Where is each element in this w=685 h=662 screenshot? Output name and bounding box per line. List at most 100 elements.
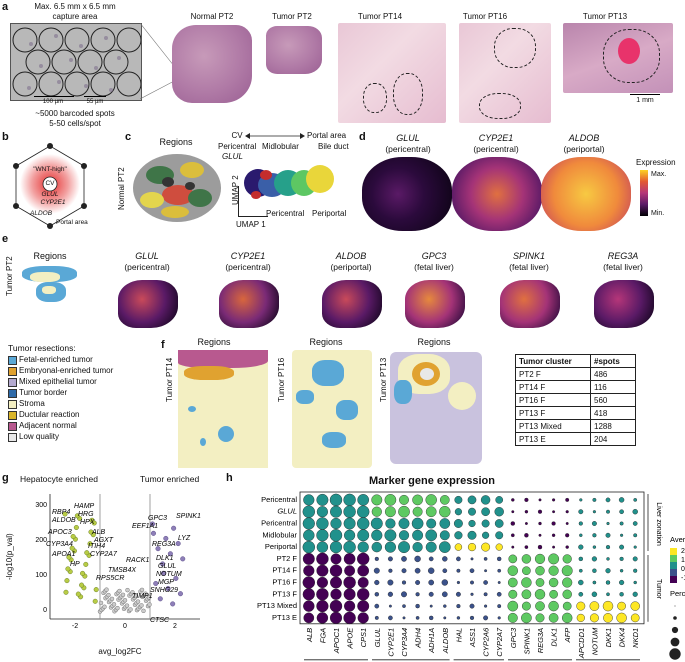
scale-100-label: 100 µm	[42, 99, 64, 105]
dotplot-dot	[495, 496, 504, 504]
dotplot-title: Marker gene expression	[369, 475, 495, 487]
volcano-gene-label: LYZ	[178, 535, 191, 542]
dotplot-dot	[302, 552, 315, 565]
dotplot-row-label: Pericentral	[261, 519, 297, 528]
dotplot-dot	[589, 601, 600, 611]
dotplot-dot	[414, 567, 421, 574]
volcano-point	[128, 607, 133, 612]
dotplot-dot	[524, 522, 528, 525]
dotplot-dot	[468, 519, 476, 528]
volcano-gene-label: HAMP	[74, 503, 95, 510]
dotplot-dot	[591, 556, 597, 562]
dotplot-dot	[619, 579, 625, 586]
dotplot-dot	[565, 497, 570, 502]
volcano-point	[130, 590, 135, 595]
dotplot-dot	[507, 612, 518, 623]
e-expression-map	[405, 280, 465, 328]
volcano-point	[135, 599, 141, 604]
e-gene-1: GLUL	[135, 251, 159, 261]
legend-label: Fetal-enriched tumor	[19, 355, 93, 364]
volcano-point-tumor	[167, 551, 173, 557]
legend-title: Tumor resections:	[8, 343, 76, 353]
table-cell: PT16 F	[515, 393, 591, 407]
dotplot-dot	[384, 541, 396, 553]
table-cell: 418	[590, 406, 636, 420]
cv-axis-label: CV	[231, 131, 243, 140]
dotplot-dot	[481, 507, 490, 517]
volcano-point	[111, 602, 117, 607]
dotplot-dot	[524, 497, 529, 502]
volcano-point	[125, 587, 130, 593]
dotplot-dot	[316, 529, 329, 542]
umap2-label: UMAP 2	[231, 175, 240, 205]
dotplot-dot	[495, 531, 504, 540]
volcano-ylabel: -log10(p_val)	[5, 533, 14, 580]
tumor-enriched-title: Tumor enriched	[140, 474, 200, 484]
dotplot-dot	[302, 505, 316, 518]
table-row: PT2 F 486	[515, 367, 636, 381]
regions-title: Regions	[159, 137, 193, 147]
dotplot-dot	[374, 579, 380, 586]
dotplot-dot	[373, 567, 380, 574]
dotplot-dot	[456, 580, 460, 585]
dotplot-dot	[497, 568, 502, 573]
dotplot-dot	[388, 604, 392, 608]
panel-g-label: g	[2, 472, 9, 484]
dotplot-dot	[428, 556, 434, 562]
dotplot-dot	[552, 498, 556, 502]
dotplot-dot	[402, 616, 406, 620]
d-zone-2: (pericentral)	[473, 144, 519, 154]
dotplot-dot	[511, 498, 515, 502]
dotplot-dot	[316, 517, 329, 530]
avg-tick: 2	[681, 548, 685, 555]
dotplot-dot	[605, 568, 611, 574]
fetal-region	[200, 438, 206, 446]
legend-swatch	[8, 400, 17, 409]
dotplot-dot	[538, 498, 542, 502]
dotplot-dot	[316, 588, 329, 601]
dotplot-dot	[302, 517, 315, 530]
e-gene-2: CYP2E1	[230, 251, 266, 261]
cv-label: CV	[45, 180, 55, 187]
dotplot-dot	[510, 521, 515, 526]
fetal-region	[336, 400, 358, 420]
dotplot-dot	[632, 556, 638, 562]
volcano-point-tumor	[155, 546, 161, 552]
dotplot-col-label: NOTUM	[590, 627, 599, 655]
dotplot-dot	[343, 540, 356, 554]
dotplot-dot	[620, 533, 624, 537]
volcano-point	[139, 603, 144, 608]
dotplot-dot	[511, 545, 515, 549]
dotplot-dot	[429, 604, 433, 608]
table-header-row: Tumor cluster #spots	[515, 354, 636, 368]
avg-colorbar-segment	[670, 562, 677, 569]
dotplot-dot	[330, 505, 342, 518]
dotplot-dot	[469, 603, 475, 609]
percent-size-dot	[669, 648, 681, 660]
dotplot-col-label: AFP	[563, 628, 572, 644]
dotplot-col-label: SPINK1	[522, 628, 531, 655]
dotplot-dot	[316, 552, 329, 566]
dotplot-dot	[399, 494, 409, 505]
fetal-region	[394, 380, 412, 404]
side-label-zonation: Liver zonation	[655, 502, 662, 546]
dotplot-dot	[522, 566, 531, 576]
dotplot-col-label: FGA	[318, 628, 327, 643]
dotplot-dot	[524, 545, 529, 549]
tissue-normal-pt2	[172, 25, 252, 103]
d-gene-2: CYP2E1	[478, 133, 514, 143]
tissue-title-normal-pt2: Normal PT2	[190, 12, 234, 21]
dotplot-dot	[507, 565, 518, 576]
tumor-cluster-table: Tumor cluster #spots PT2 F 486 PT14 F 116 …	[515, 354, 636, 446]
dotplot-dot	[454, 543, 463, 551]
panel-e-label: e	[2, 233, 9, 245]
dotplot-dot	[592, 533, 597, 538]
dotplot-dot	[388, 615, 393, 621]
legend-label: Tumor border	[19, 388, 68, 397]
e-zone-6: (fetal liver)	[603, 262, 643, 272]
dotplot-dot	[619, 544, 625, 550]
dotplot-dot	[578, 544, 584, 550]
e-gene-3: ALDOB	[335, 251, 367, 261]
volcano-gene-label: GLUL	[158, 563, 176, 570]
legend-label: Low quality	[19, 432, 60, 441]
